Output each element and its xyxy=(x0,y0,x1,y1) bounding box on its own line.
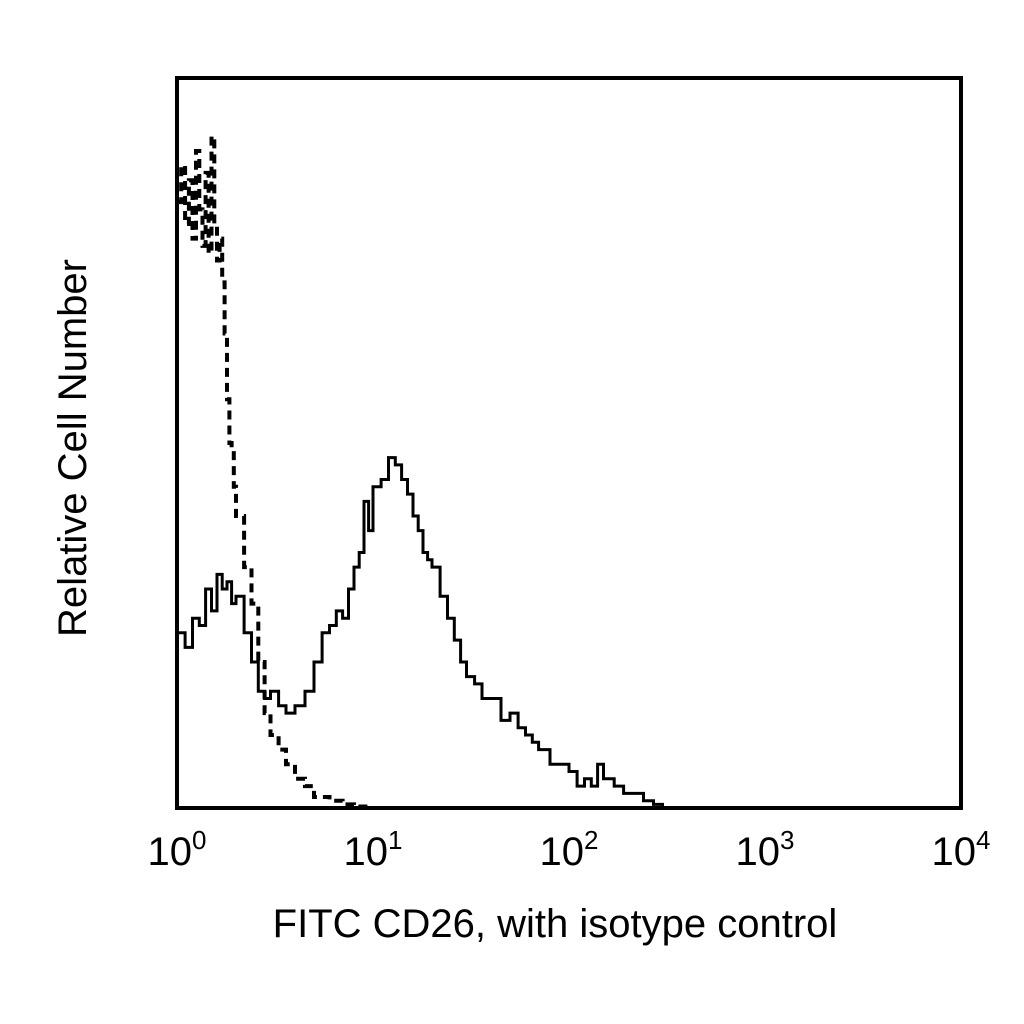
x-tick-label: 102 xyxy=(540,825,599,874)
x-axis-label: FITC CD26, with isotype control xyxy=(273,902,838,946)
x-tick-exponent: 0 xyxy=(192,825,206,855)
x-tick-exponent: 3 xyxy=(780,825,794,855)
x-tick-base: 10 xyxy=(540,830,585,874)
x-tick-exponent: 4 xyxy=(976,825,990,855)
x-tick-base: 10 xyxy=(736,830,781,874)
x-tick-base: 10 xyxy=(932,830,977,874)
x-tick-labels: 100 101 102 103 104 xyxy=(148,825,991,874)
x-tick-label: 101 xyxy=(344,825,403,874)
x-tick-base: 10 xyxy=(344,830,389,874)
x-tick-exponent: 1 xyxy=(388,825,402,855)
x-tick-base: 10 xyxy=(148,830,193,874)
isotype-control-histogram xyxy=(177,134,375,809)
x-tick-label: 104 xyxy=(932,825,991,874)
plot-frame xyxy=(175,76,963,810)
x-tick-exponent: 2 xyxy=(584,825,598,855)
x-tick-label: 103 xyxy=(736,825,795,874)
series-layer xyxy=(177,134,664,809)
x-tick-label: 100 xyxy=(148,825,207,874)
y-axis-label: Relative Cell Number xyxy=(51,259,95,637)
cd26-histogram xyxy=(177,456,664,808)
